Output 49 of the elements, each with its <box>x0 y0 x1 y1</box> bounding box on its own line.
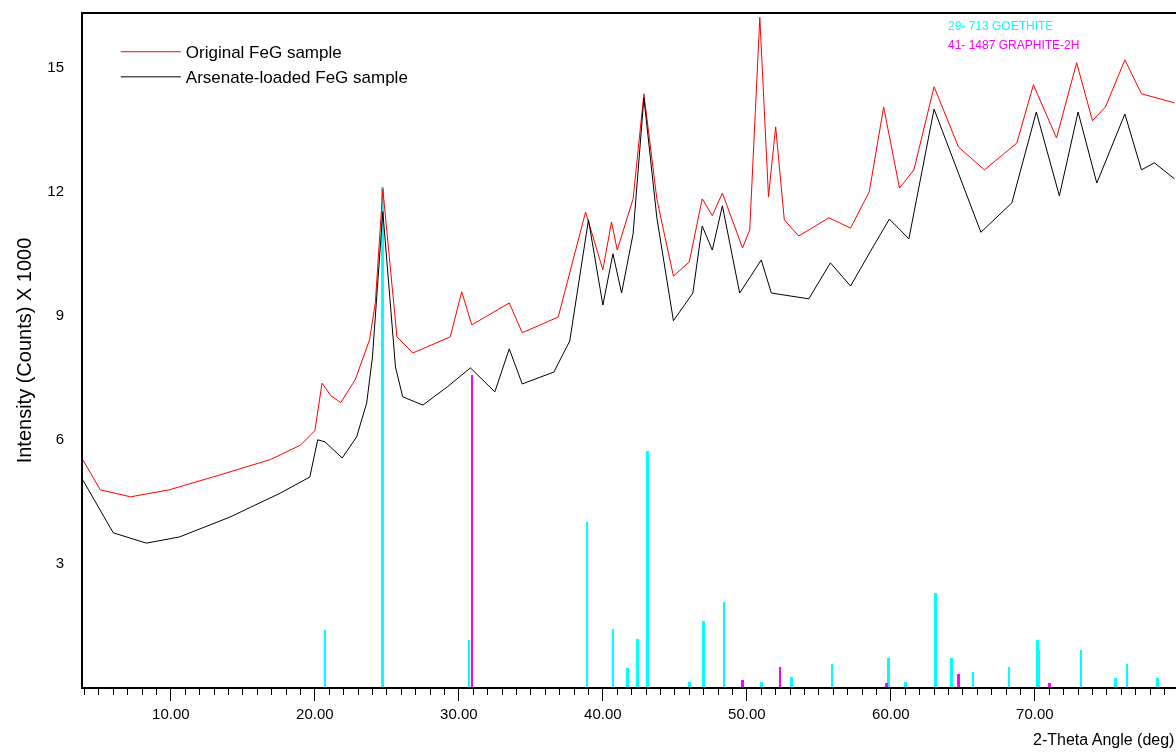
bar <box>950 658 953 687</box>
y-tick-label: 9 <box>55 306 64 324</box>
bar <box>1114 678 1117 687</box>
y-tick-label: 15 <box>47 58 64 76</box>
bar <box>646 451 649 687</box>
x-tick-label: 10.00 <box>152 705 190 722</box>
text: 41- 1487 GRAPHITE-2H <box>948 38 1080 52</box>
y-tick-label: 6 <box>55 430 64 448</box>
x-tick-label: 40.00 <box>584 705 622 722</box>
bar <box>468 640 470 687</box>
bar <box>1126 664 1128 687</box>
bar <box>831 664 833 687</box>
bar <box>586 522 588 687</box>
bar <box>972 672 974 687</box>
x-tick-label: 30.00 <box>440 705 478 722</box>
bar <box>324 630 326 687</box>
bar <box>1156 678 1159 687</box>
x-tick-label: 70.00 <box>1016 705 1054 722</box>
legend-label: Arsenate-loaded FeG sample <box>185 68 408 88</box>
bar <box>702 621 705 687</box>
bar <box>790 677 793 687</box>
text: 29- 713 GOETHITE <box>948 19 1054 33</box>
x-tick-label: 20.00 <box>296 705 334 722</box>
bar <box>626 668 629 687</box>
bar <box>1048 683 1051 687</box>
bar <box>636 639 639 687</box>
line-series <box>83 16 1176 498</box>
bar <box>760 682 763 687</box>
bar <box>688 682 691 687</box>
bar <box>381 187 384 687</box>
bar <box>723 602 725 687</box>
y-tick-label: 12 <box>47 182 64 200</box>
bar <box>612 629 614 687</box>
legend-label: Original FeG sample <box>185 43 342 63</box>
bar <box>904 682 907 687</box>
bar <box>741 680 744 687</box>
bar <box>1008 667 1010 687</box>
bar <box>779 667 781 687</box>
x-tick-label: 60.00 <box>872 705 910 722</box>
bar <box>1080 650 1082 687</box>
bar <box>885 683 888 687</box>
bar <box>957 674 960 687</box>
bar <box>887 658 890 687</box>
x-axis-title: 2-Theta Angle (deg) <box>1033 731 1175 748</box>
bar <box>471 375 473 687</box>
x-tick-label: 50.00 <box>728 705 766 722</box>
y-axis-title: Intensity (Counts) X 1000 <box>13 237 36 464</box>
y-tick-label: 3 <box>55 554 64 572</box>
bar <box>934 593 937 687</box>
